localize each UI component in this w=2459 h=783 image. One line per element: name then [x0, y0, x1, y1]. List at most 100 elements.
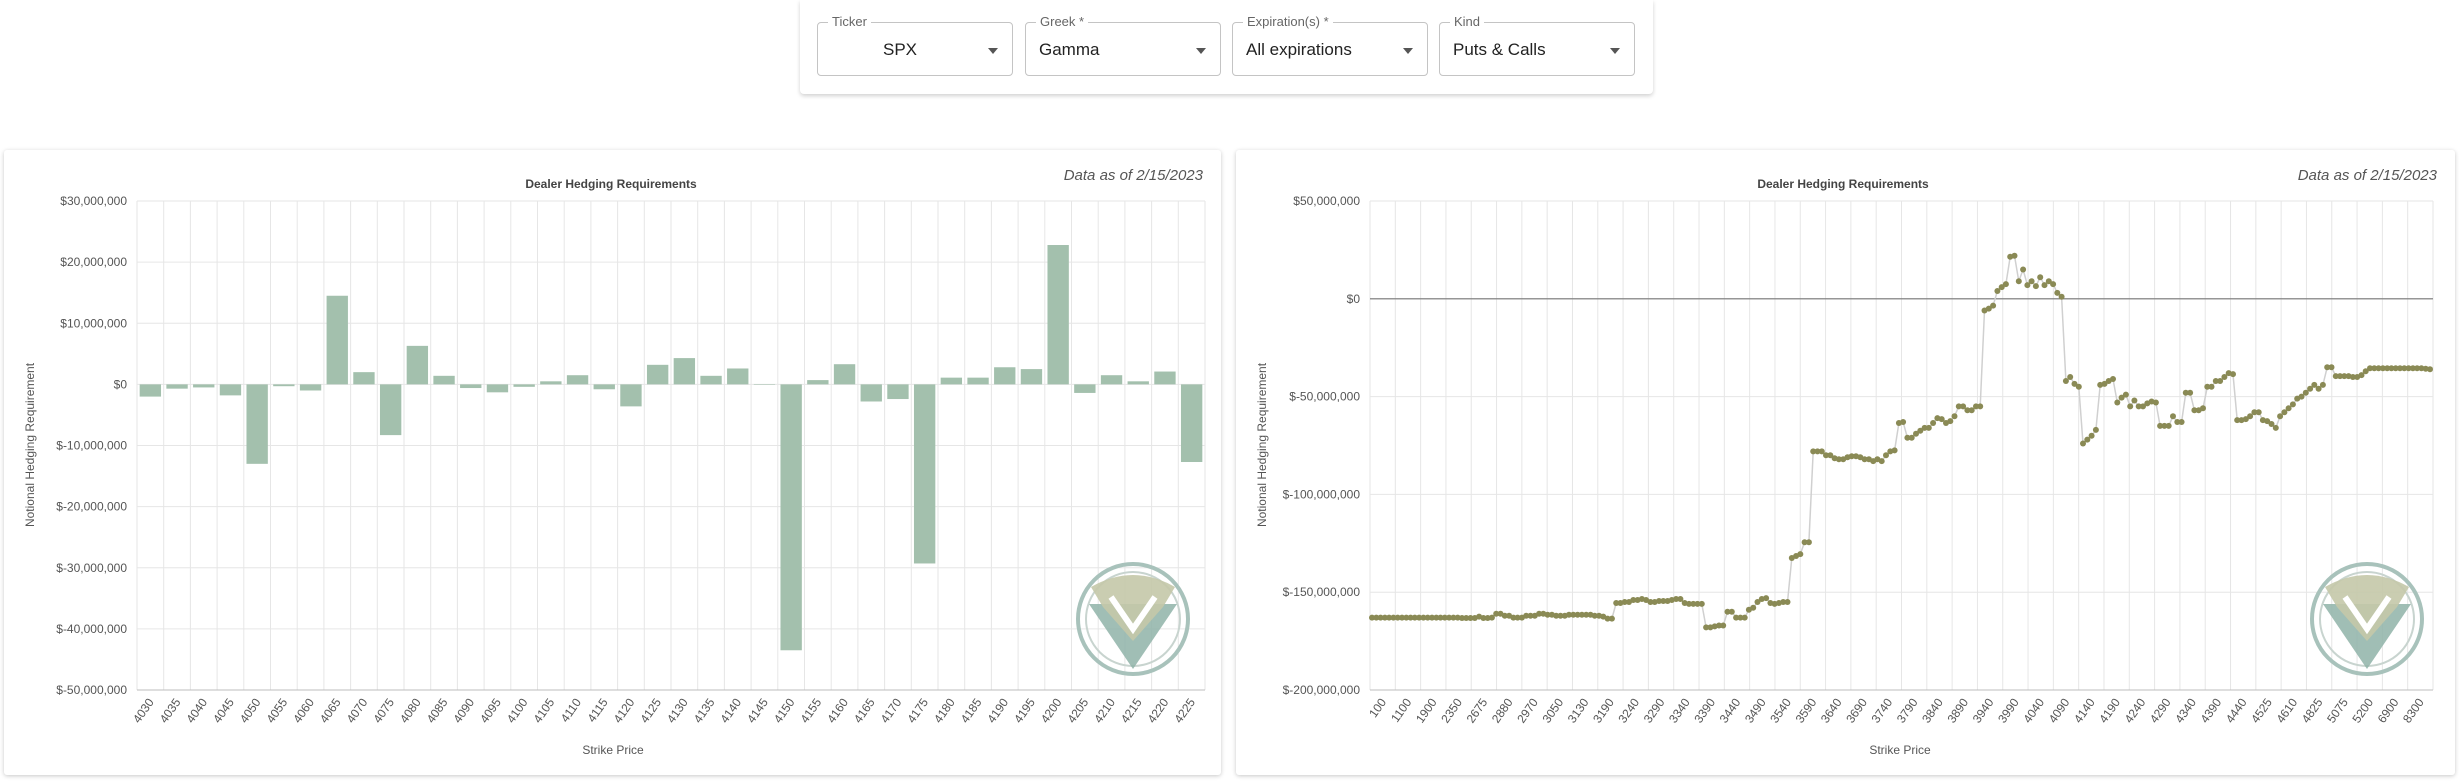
data-point [2084, 436, 2091, 443]
data-point [2062, 378, 2069, 384]
y-tick-label: $0 [1347, 292, 1361, 306]
x-tick-label: 4170 [878, 695, 905, 725]
ticker-select[interactable]: Ticker SPX [817, 14, 1013, 76]
data-point [2311, 381, 2318, 388]
data-point [2015, 278, 2022, 285]
x-tick-label: 4120 [611, 695, 638, 725]
data-point [1433, 614, 1440, 621]
data-point [1553, 612, 1560, 619]
x-tick-label: 3130 [1565, 695, 1592, 725]
grid-lines [1369, 200, 2434, 691]
data-point [2251, 409, 2258, 416]
data-point [2157, 422, 2164, 429]
data-point [1441, 614, 1448, 621]
bar-chart: Dealer Hedging Requirements Data as of 2… [23, 167, 1206, 757]
data-point [2375, 365, 2382, 372]
data-point [2041, 282, 2048, 289]
bar [1154, 371, 1176, 385]
bar [620, 384, 642, 407]
x-tick-label: 4205 [1065, 695, 1092, 725]
bar [967, 377, 989, 385]
line-chart: Dealer Hedging Requirements Data as of 2… [1255, 167, 2438, 757]
bar [887, 384, 909, 400]
data-point [1613, 600, 1620, 606]
data-point [1523, 612, 1530, 619]
data-point [2032, 283, 2039, 290]
data-point [2204, 383, 2211, 390]
bar [780, 384, 802, 651]
data-point [2127, 403, 2134, 410]
data-point [1437, 614, 1444, 621]
data-point [1557, 612, 1564, 619]
bar [326, 295, 348, 385]
data-point [1848, 453, 1855, 460]
data-point [2122, 391, 2129, 398]
data-point [1951, 413, 1958, 420]
data-point [1377, 614, 1384, 621]
x-tick-label: 4195 [1011, 695, 1038, 725]
data-point [2247, 413, 2254, 420]
data-point [1566, 611, 1572, 618]
data-point [2011, 252, 2018, 259]
data-point [2384, 365, 2391, 372]
data-point [1690, 600, 1697, 607]
data-point [2341, 373, 2348, 380]
expiration-select[interactable]: Expiration(s) * All expirations [1232, 14, 1428, 76]
kind-select[interactable]: Kind Puts & Calls [1439, 14, 1635, 76]
data-point [1968, 407, 1975, 414]
data-point [1501, 612, 1508, 619]
x-tick-label: 4825 [2299, 695, 2326, 725]
x-tick-label: 4095 [477, 695, 504, 725]
data-point [2315, 385, 2322, 392]
x-tick-label: 3890 [1944, 695, 1971, 725]
data-point [1990, 302, 1997, 309]
x-tick-label: 3050 [1539, 695, 1566, 725]
x-tick-label: 4135 [691, 695, 718, 725]
bar [379, 384, 402, 436]
kind-label: Kind [1450, 14, 1485, 30]
data-point [2101, 380, 2108, 387]
data-point [1921, 424, 1928, 431]
data-point [2191, 407, 2198, 414]
data-point [1463, 615, 1470, 621]
data-point [2302, 389, 2309, 396]
data-point [2272, 424, 2279, 431]
data-point [2054, 289, 2061, 296]
data-point [1754, 599, 1761, 605]
data-point [1925, 424, 1932, 431]
x-tick-label: 4115 [584, 695, 610, 724]
data-point [2208, 383, 2215, 390]
data-point [2075, 383, 2082, 390]
data-point [1578, 611, 1585, 618]
data-point [1998, 284, 2005, 291]
greek-select[interactable]: Greek * Gamma [1025, 14, 1221, 76]
data-point [2088, 432, 2095, 439]
bar [193, 384, 215, 388]
data-point [1677, 596, 1684, 602]
y-tick-label: $20,000,000 [60, 255, 127, 269]
data-point [1724, 608, 1731, 615]
bar [913, 384, 936, 564]
x-tick-label: 4165 [851, 695, 878, 725]
data-point [2080, 440, 2086, 447]
bar [299, 384, 322, 391]
y-tick-label: $10,000,000 [60, 316, 127, 330]
data-point [1527, 612, 1534, 619]
x-tick-label: 4030 [130, 695, 157, 725]
data-point [1608, 615, 1615, 622]
greek-value: Gamma [1039, 40, 1100, 59]
data-point [1647, 599, 1654, 605]
x-tick-label: 6900 [2375, 695, 2402, 725]
x-tick-label: 1100 [1388, 695, 1414, 724]
x-tick-label: 3990 [1995, 695, 2022, 725]
x-tick-label: 3840 [1919, 695, 1946, 725]
data-point [2264, 418, 2271, 425]
data-point [1373, 614, 1380, 621]
y-tick-label: $-200,000,000 [1283, 683, 1361, 697]
data-point [2285, 405, 2292, 412]
y-tick-label: $-40,000,000 [56, 622, 127, 636]
x-tick-label: 4215 [1118, 695, 1145, 725]
data-point [1883, 452, 1889, 459]
data-point [1390, 614, 1397, 621]
data-point [1510, 614, 1517, 621]
